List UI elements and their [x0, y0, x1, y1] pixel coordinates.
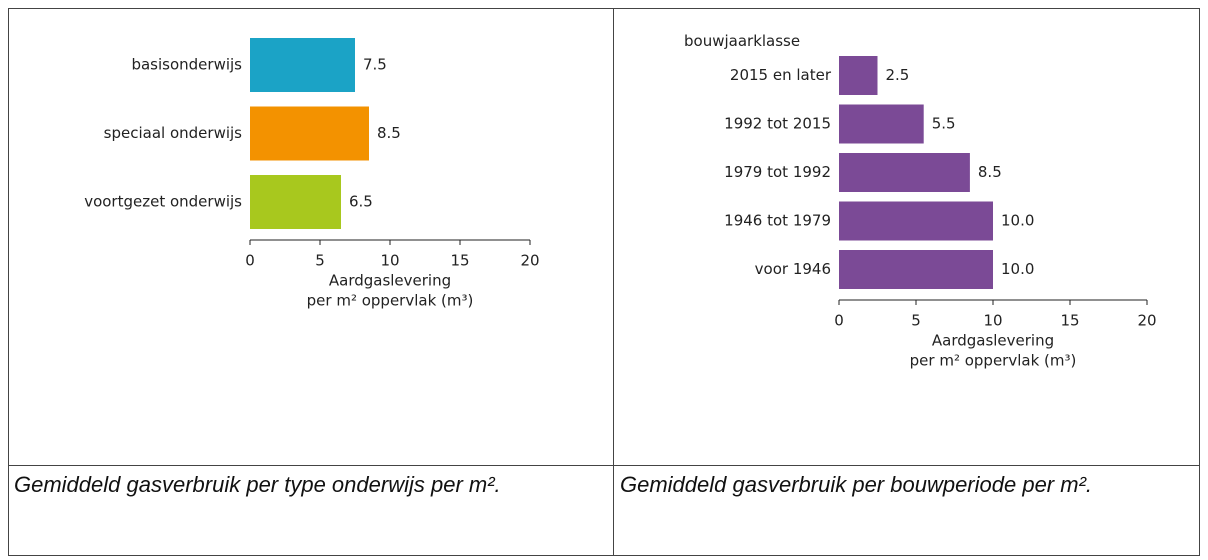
x-tick-label: 20	[520, 252, 539, 270]
y-tick-label: voortgezet onderwijs	[84, 193, 242, 211]
x-axis-title: Aardgaslevering	[329, 272, 451, 290]
data-label: 10.0	[1001, 260, 1034, 278]
bar	[839, 153, 970, 192]
x-axis-title: per m² oppervlak (m³)	[910, 352, 1077, 370]
y-tick-label: basisonderwijs	[131, 56, 242, 74]
data-label: 8.5	[978, 163, 1002, 181]
bar	[250, 175, 341, 229]
x-tick-label: 10	[983, 312, 1002, 330]
bar	[250, 38, 355, 92]
caption: Gemiddeld gasverbruik per bouwperiode pe…	[620, 472, 1093, 497]
x-tick-label: 20	[1137, 312, 1156, 330]
x-tick-label: 10	[380, 252, 399, 270]
y-tick-label: speciaal onderwijs	[104, 124, 243, 142]
data-label: 6.5	[349, 193, 373, 211]
x-tick-label: 5	[911, 312, 921, 330]
y-tick-label: 1946 tot 1979	[724, 212, 831, 230]
y-tick-label: 1992 tot 2015	[724, 115, 831, 133]
data-label: 2.5	[886, 66, 910, 84]
x-axis-title: Aardgaslevering	[932, 332, 1054, 350]
table-borders	[8, 8, 1200, 556]
y-tick-label: 2015 en later	[730, 66, 832, 84]
bar	[839, 56, 878, 95]
y-axis-title: bouwjaarklasse	[684, 32, 800, 50]
bar	[839, 201, 993, 241]
x-tick-label: 15	[1060, 312, 1079, 330]
data-label: 8.5	[377, 124, 401, 142]
x-tick-label: 15	[450, 252, 469, 270]
data-label: 5.5	[932, 115, 956, 133]
bar	[250, 106, 369, 161]
data-label: 7.5	[363, 56, 387, 74]
y-tick-label: voor 1946	[755, 260, 831, 278]
x-axis-title: per m² oppervlak (m³)	[307, 292, 474, 310]
y-tick-label: 1979 tot 1992	[724, 163, 831, 181]
caption: Gemiddeld gasverbruik per type onderwijs…	[14, 472, 501, 497]
bar	[839, 104, 924, 144]
data-label: 10.0	[1001, 212, 1034, 230]
x-tick-label: 0	[245, 252, 255, 270]
x-tick-label: 5	[315, 252, 325, 270]
bar	[839, 250, 993, 289]
x-tick-label: 0	[834, 312, 844, 330]
